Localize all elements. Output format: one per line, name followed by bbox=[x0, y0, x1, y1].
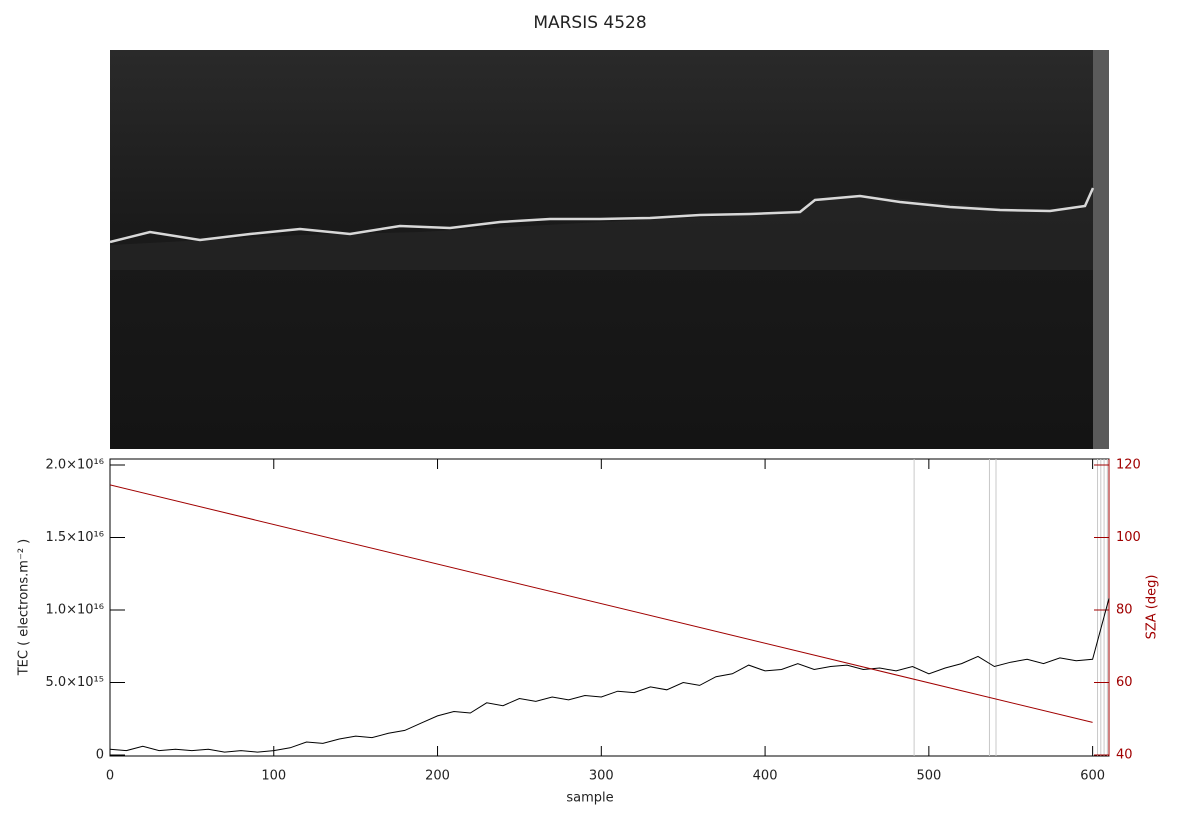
x-axis-label: sample bbox=[566, 791, 613, 806]
y2-tick-label: 120 bbox=[1116, 458, 1141, 473]
series-line bbox=[109, 598, 1110, 753]
surface-echo bbox=[109, 187, 1095, 244]
y2-tick-label: 80 bbox=[1116, 603, 1133, 618]
y-tick-label: 0 bbox=[96, 748, 104, 763]
x-tick-label: 100 bbox=[261, 769, 286, 784]
x-tick-label: 600 bbox=[1080, 769, 1105, 784]
y-tick-label: 5.0×10¹⁵ bbox=[45, 675, 104, 690]
subsurface-haze bbox=[110, 190, 1093, 270]
x-tick-label: 500 bbox=[916, 769, 941, 784]
y2-tick-label: 60 bbox=[1116, 675, 1133, 690]
plot-frame bbox=[109, 458, 1110, 757]
y-tick-label: 1.5×10¹⁶ bbox=[45, 530, 104, 545]
y-tick-label: 1.0×10¹⁶ bbox=[45, 603, 104, 618]
y2-tick-label: 40 bbox=[1116, 748, 1133, 763]
y2-axis-label: SZA (deg) bbox=[1145, 575, 1160, 640]
y2-tick-label: 100 bbox=[1116, 530, 1141, 545]
x-tick-label: 400 bbox=[753, 769, 778, 784]
x-tick-label: 200 bbox=[425, 769, 450, 784]
x-tick-label: 300 bbox=[589, 769, 614, 784]
radargram-strip bbox=[1093, 50, 1109, 449]
y-tick-label: 2.0×10¹⁶ bbox=[45, 458, 104, 473]
series-line bbox=[109, 484, 1093, 723]
x-tick-label: 0 bbox=[106, 769, 114, 784]
plot: 0 100 200 300 400 500 600 0 5.0×10¹⁵ 1.0×10¹⁶ 1.5×… bbox=[45, 458, 1140, 784]
chart-title: MARSIS 4528 bbox=[533, 13, 646, 33]
radargram bbox=[109, 50, 1109, 449]
y-axis-label: TEC ( electrons.m⁻² ) bbox=[17, 539, 32, 677]
